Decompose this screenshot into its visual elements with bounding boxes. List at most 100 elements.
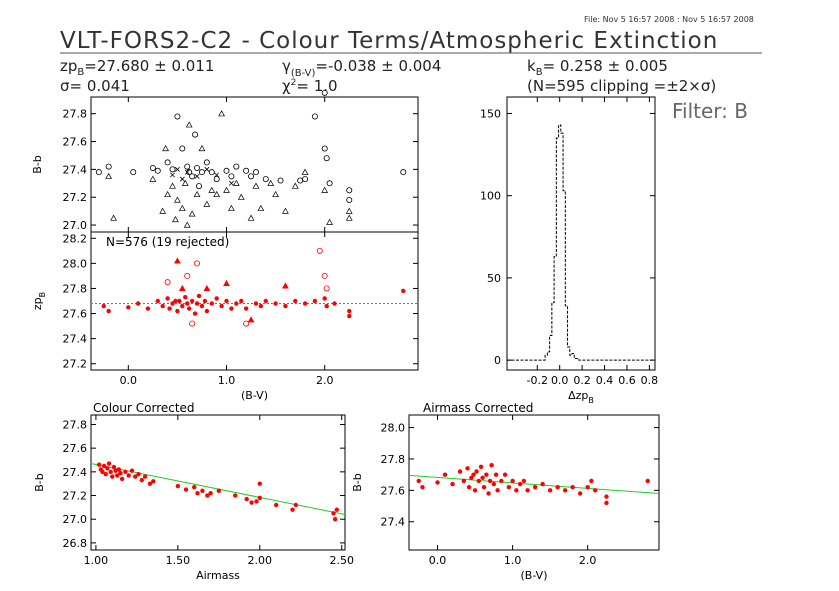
- data-point: [199, 303, 205, 309]
- data-point: [167, 306, 172, 311]
- x-tick-label: 1.50: [166, 554, 191, 567]
- data-point: [480, 475, 485, 480]
- data-point: [312, 298, 318, 304]
- histogram-panel: 0 50 100 150 -0.2 0.0 0.2 0.4 0.6 0.8 ΔzpB: [480, 96, 658, 405]
- data-point: [174, 113, 181, 120]
- data-point: [248, 173, 255, 180]
- data-point: [466, 485, 472, 490]
- data-point: [177, 298, 182, 304]
- data-point: [105, 172, 113, 179]
- data-point: [198, 144, 206, 152]
- data-point: [323, 285, 330, 292]
- y-axis-label-text: zp: [31, 297, 44, 310]
- data-point: [118, 470, 123, 476]
- plot-frame: [90, 414, 346, 551]
- y-axis-label-text: B-b: [33, 473, 46, 492]
- data-point: [189, 173, 196, 180]
- data-point: [604, 500, 609, 506]
- histogram-bar: [563, 191, 565, 360]
- y-tick-label: 27.0: [63, 219, 88, 232]
- data-point: [204, 166, 210, 172]
- data-point: [110, 214, 117, 221]
- data-point: [450, 481, 455, 487]
- x-tick-label: 1.0: [218, 374, 236, 387]
- data-point: [233, 493, 238, 498]
- y-tick-label: 27.6: [381, 484, 406, 497]
- y-axis-label-text: B-b: [31, 155, 44, 174]
- y-tick-label: 27.6: [63, 442, 88, 455]
- data-point: [203, 159, 210, 166]
- data-point: [604, 494, 609, 499]
- data-point: [517, 481, 523, 487]
- filter-label: Filter: B: [672, 99, 748, 123]
- data-point: [179, 176, 185, 182]
- data-point: [493, 472, 499, 477]
- data-point: [223, 167, 230, 174]
- data-point: [151, 479, 156, 484]
- data-point: [192, 131, 199, 138]
- data-point: [115, 473, 120, 478]
- data-point: [101, 303, 106, 309]
- data-point: [346, 187, 353, 194]
- x-tick-label: 1.0: [504, 554, 522, 567]
- y-axis-label: B-b: [31, 155, 44, 174]
- y-tick-label: 28.2: [63, 232, 88, 245]
- k-value: = 0.258 ± 0.005: [543, 57, 668, 75]
- data-point: [247, 316, 255, 323]
- y-tick-label: 28.0: [381, 422, 406, 435]
- data-point: [149, 175, 157, 182]
- file-info: File: Nov 5 16:57 2008 : Nov 5 16:57 200…: [584, 15, 754, 24]
- data-point: [547, 488, 553, 493]
- data-point: [254, 499, 259, 504]
- data-point: [169, 182, 176, 189]
- fit-line: [408, 474, 660, 494]
- data-point: [326, 180, 333, 187]
- data-point: [198, 169, 205, 176]
- data-point: [243, 320, 250, 327]
- data-point: [589, 478, 594, 484]
- data-point: [267, 179, 275, 186]
- data-point: [334, 507, 340, 512]
- data-point: [229, 306, 234, 311]
- data-point: [126, 473, 131, 478]
- data-point: [486, 491, 491, 496]
- x-tick-label: 2.00: [248, 554, 273, 567]
- data-point: [95, 169, 102, 176]
- data-point: [116, 467, 122, 472]
- data-point: [214, 172, 220, 178]
- data-point: [420, 485, 425, 490]
- data-point: [202, 298, 208, 304]
- data-point: [401, 288, 406, 294]
- x-axis-label-text: (B-V): [521, 569, 548, 582]
- x-tick-label: 0.4: [596, 374, 614, 387]
- y-tick-label: 27.6: [63, 308, 88, 321]
- data-point: [345, 207, 353, 214]
- data-point: [213, 176, 220, 183]
- data-point: [218, 110, 225, 117]
- y-axis-label: B-b: [33, 473, 46, 492]
- x-axis-label-text: Δzp: [568, 389, 588, 402]
- plot-frame: [90, 231, 419, 371]
- data-point: [189, 298, 195, 304]
- gamma-value: =-0.038 ± 0.004: [315, 57, 441, 75]
- data-point: [272, 190, 280, 198]
- x-tick-label: 2.50: [329, 554, 354, 567]
- zp-value-line: zpB=27.680 ± 0.011: [60, 57, 214, 78]
- colour-residual-panel: 27.0 27.2 27.4 27.6 27.8 B-b: [31, 89, 419, 233]
- data-point: [469, 475, 474, 480]
- x-tick-label: 2.0: [316, 374, 334, 387]
- data-point: [174, 257, 181, 264]
- data-point: [435, 480, 440, 485]
- data-point: [502, 472, 508, 477]
- k-sub: B: [536, 67, 543, 78]
- y-tick-label: 27.6: [63, 136, 88, 149]
- data-point: [192, 485, 197, 490]
- data-point: [111, 464, 117, 470]
- data-point: [506, 485, 512, 490]
- y-axis-label: B-b: [351, 473, 364, 492]
- data-point: [471, 472, 476, 477]
- data-point: [170, 301, 175, 306]
- data-point: [185, 121, 193, 128]
- page-title: VLT-FORS2-C2 - Colour Terms/Atmospheric …: [60, 28, 718, 54]
